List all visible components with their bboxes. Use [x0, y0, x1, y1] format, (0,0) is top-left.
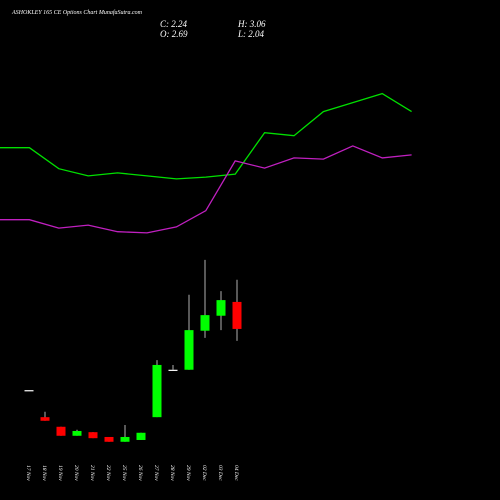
- open-label: O: 2.69: [160, 29, 188, 39]
- x-tick-label: 20 Nov: [73, 465, 79, 481]
- candle-body: [168, 369, 178, 371]
- x-tick-label: 22 Nov: [105, 465, 111, 481]
- x-tick-label: 04 Dec: [233, 465, 240, 481]
- low-label: L: 2.04: [237, 29, 265, 39]
- candle-body: [40, 417, 50, 421]
- x-tick-label: 26 Nov: [137, 465, 143, 481]
- candle-body: [88, 432, 98, 439]
- chart-title: ASHOKLEY 165 CE Options Chart MunafaSutr…: [11, 9, 143, 16]
- x-tick-label: 19 Nov: [57, 465, 63, 481]
- candle-body: [104, 436, 114, 442]
- x-tick-label: 03 Dec: [217, 465, 223, 481]
- indicator-line: [0, 92, 412, 180]
- indicator-line: [0, 145, 412, 234]
- x-tick-label: 21 Nov: [89, 465, 95, 481]
- x-tick-label: 25 Nov: [121, 465, 127, 481]
- candle-body: [24, 390, 34, 392]
- x-tick-label: 27 Nov: [153, 465, 159, 481]
- close-label: C: 2.24: [160, 19, 188, 29]
- candle-body: [216, 300, 226, 316]
- candle-body: [72, 430, 82, 436]
- x-tick-label: 02 Dec: [201, 465, 207, 481]
- candle-body: [152, 364, 162, 418]
- x-tick-label: 28 Nov: [169, 465, 175, 481]
- candle-body: [136, 432, 146, 440]
- high-label: H: 3.06: [237, 19, 266, 29]
- candle-body: [56, 426, 66, 436]
- candle-body: [184, 330, 194, 370]
- candle-body: [200, 315, 210, 331]
- x-tick-label: 17 Nov: [25, 465, 31, 481]
- candle-body: [120, 436, 130, 442]
- candle-body: [232, 301, 242, 329]
- x-tick-label: 29 Nov: [185, 465, 191, 481]
- x-tick-label: 18 Nov: [41, 465, 47, 481]
